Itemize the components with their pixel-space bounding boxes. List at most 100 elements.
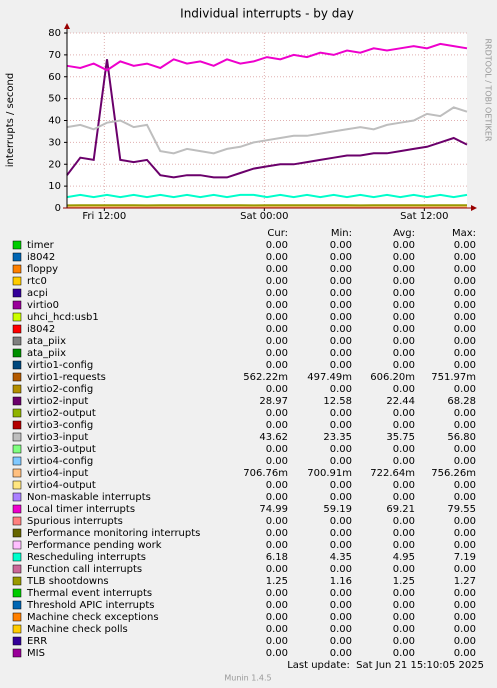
legend-stat: 0.00 <box>454 288 476 299</box>
legend-stat: 0.00 <box>454 444 476 455</box>
legend-stat: 0.00 <box>330 336 352 347</box>
legend-stat: 0.00 <box>454 264 476 275</box>
legend-stat: 0.00 <box>393 636 415 647</box>
legend-swatch <box>12 420 22 430</box>
legend-stat: 0.00 <box>393 420 415 431</box>
legend-label: ERR <box>27 636 47 647</box>
legend-stat: 0.00 <box>330 516 352 527</box>
legend-stat: 0.00 <box>266 612 288 623</box>
legend-stat: 0.00 <box>454 588 476 599</box>
legend-stat: 0.00 <box>393 336 415 347</box>
legend-stat: 0.00 <box>330 492 352 503</box>
legend-swatch <box>12 636 22 646</box>
legend-swatch <box>12 276 22 286</box>
legend-stat: 0.00 <box>266 264 288 275</box>
legend-stat: 0.00 <box>393 444 415 455</box>
legend-stat: 0.00 <box>454 240 476 251</box>
legend-stat: 0.00 <box>330 444 352 455</box>
legend-stat: 0.00 <box>330 384 352 395</box>
legend-stat: 0.00 <box>393 588 415 599</box>
legend-label: virtio0 <box>27 300 59 311</box>
legend-stat: 0.00 <box>393 324 415 335</box>
stat-header: Cur: <box>267 228 288 239</box>
legend-stat: 0.00 <box>393 480 415 491</box>
legend-swatch <box>12 600 22 610</box>
legend-stat: 0.00 <box>266 540 288 551</box>
legend-swatch <box>12 384 22 394</box>
legend-stat: 0.00 <box>454 528 476 539</box>
x-tick-label: Fri 12:00 <box>82 211 126 222</box>
legend-label: virtio3-output <box>27 444 96 455</box>
legend-stat: 1.25 <box>393 576 415 587</box>
legend-stat: 0.00 <box>454 384 476 395</box>
legend-stat: 562.22m <box>243 372 288 383</box>
y-tick-label: 10 <box>48 181 61 192</box>
legend-label: acpi <box>27 288 48 299</box>
legend-stat: 0.00 <box>266 600 288 611</box>
legend-stat: 0.00 <box>393 600 415 611</box>
legend-stat: 0.00 <box>330 528 352 539</box>
legend-stat: 0.00 <box>266 420 288 431</box>
legend-stat: 0.00 <box>393 564 415 575</box>
legend-stat: 0.00 <box>330 600 352 611</box>
y-tick-label: 40 <box>48 116 61 127</box>
legend-stat: 0.00 <box>393 492 415 503</box>
legend-stat: 0.00 <box>393 456 415 467</box>
legend-stat: 0.00 <box>454 648 476 659</box>
legend-label: floppy <box>27 264 58 275</box>
legend-stat: 0.00 <box>266 624 288 635</box>
legend-stat: 0.00 <box>266 516 288 527</box>
legend-stat: 606.20m <box>370 372 415 383</box>
y-tick-label: 30 <box>48 137 61 148</box>
legend-stat: 1.25 <box>266 576 288 587</box>
legend-swatch <box>12 624 22 634</box>
legend-stat: 0.00 <box>393 408 415 419</box>
legend-label: virtio2-config <box>27 384 93 395</box>
legend-stat: 28.97 <box>259 396 288 407</box>
legend-stat: 0.00 <box>393 528 415 539</box>
legend-stat: 0.00 <box>330 348 352 359</box>
legend-stat: 0.00 <box>266 636 288 647</box>
legend-label: virtio1-config <box>27 360 93 371</box>
legend-swatch <box>12 312 22 322</box>
legend-stat: 0.00 <box>330 324 352 335</box>
legend-stat: 0.00 <box>330 276 352 287</box>
watermark: RRDTOOL / TOBI OETIKER <box>484 38 493 141</box>
legend-swatch <box>12 648 22 658</box>
legend-label: Performance pending work <box>27 540 162 551</box>
legend-stat: 700.91m <box>307 468 352 479</box>
legend-stat: 0.00 <box>330 612 352 623</box>
x-tick-label: Sat 00:00 <box>240 211 288 222</box>
legend-swatch <box>12 252 22 262</box>
legend-label: MIS <box>27 648 45 659</box>
legend-stat: 0.00 <box>266 240 288 251</box>
legend-stat: 0.00 <box>393 384 415 395</box>
legend-stat: 0.00 <box>330 312 352 323</box>
legend-stat: 0.00 <box>454 636 476 647</box>
y-tick-label: 60 <box>48 72 61 83</box>
legend-label: timer <box>27 240 55 251</box>
series-line <box>66 42 468 72</box>
legend-stat: 0.00 <box>454 312 476 323</box>
legend-label: Machine check polls <box>27 624 128 635</box>
legend-label: Local timer interrupts <box>27 504 135 515</box>
legend-stat: 0.00 <box>454 492 476 503</box>
legend-stat: 0.00 <box>454 564 476 575</box>
y-tick-label: 0 <box>55 203 61 214</box>
legend-stat: 0.00 <box>454 456 476 467</box>
legend-label: Thermal event interrupts <box>26 588 152 599</box>
legend-label: virtio3-input <box>27 432 88 443</box>
legend-stat: 0.00 <box>330 264 352 275</box>
stat-header: Avg: <box>393 228 415 239</box>
legend-stat: 0.00 <box>393 276 415 287</box>
legend-stat: 0.00 <box>330 480 352 491</box>
legend-label: Threshold APIC interrupts <box>26 600 155 611</box>
legend-stat: 0.00 <box>330 300 352 311</box>
legend-swatch <box>12 300 22 310</box>
legend-stat: 0.00 <box>454 480 476 491</box>
y-tick-label: 80 <box>48 28 61 39</box>
legend-label: TLB shootdowns <box>26 576 109 587</box>
legend-swatch <box>12 552 22 562</box>
legend-stat: 0.00 <box>454 420 476 431</box>
